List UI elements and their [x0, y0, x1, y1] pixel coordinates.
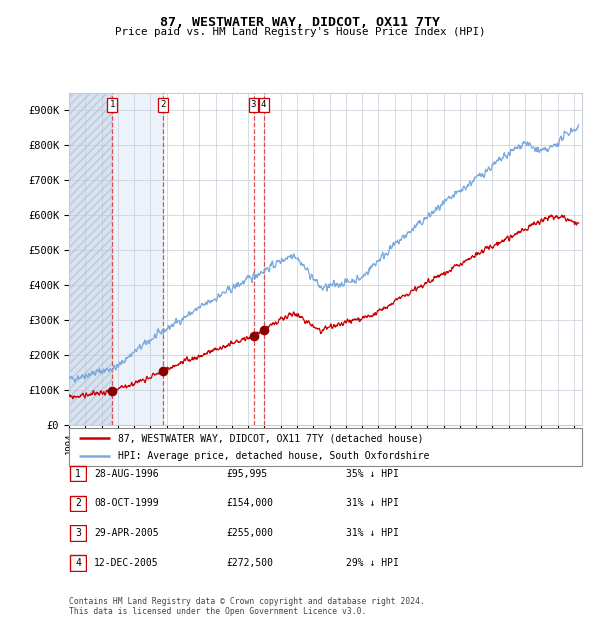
FancyBboxPatch shape [70, 555, 86, 571]
Text: 4: 4 [261, 100, 266, 109]
Text: 87, WESTWATER WAY, DIDCOT, OX11 7TY (detached house): 87, WESTWATER WAY, DIDCOT, OX11 7TY (det… [118, 433, 423, 443]
Text: Contains HM Land Registry data © Crown copyright and database right 2024.: Contains HM Land Registry data © Crown c… [69, 597, 425, 606]
Text: 31% ↓ HPI: 31% ↓ HPI [346, 528, 399, 538]
Text: 1: 1 [75, 469, 81, 479]
Text: 31% ↓ HPI: 31% ↓ HPI [346, 498, 399, 508]
Text: 12-DEC-2005: 12-DEC-2005 [94, 558, 159, 568]
Text: 1: 1 [109, 100, 115, 109]
Bar [69, 93, 112, 425]
Text: 29% ↓ HPI: 29% ↓ HPI [346, 558, 399, 568]
FancyBboxPatch shape [70, 525, 86, 541]
Text: HPI: Average price, detached house, South Oxfordshire: HPI: Average price, detached house, Sout… [118, 451, 429, 461]
Text: 4: 4 [75, 558, 81, 568]
Text: 87, WESTWATER WAY, DIDCOT, OX11 7TY: 87, WESTWATER WAY, DIDCOT, OX11 7TY [160, 16, 440, 29]
Text: 2: 2 [75, 498, 81, 508]
Text: £154,000: £154,000 [226, 498, 273, 508]
Text: £95,995: £95,995 [226, 469, 268, 479]
Text: This data is licensed under the Open Government Licence v3.0.: This data is licensed under the Open Gov… [69, 607, 367, 616]
FancyBboxPatch shape [70, 495, 86, 512]
Text: 3: 3 [251, 100, 256, 109]
Text: 28-AUG-1996: 28-AUG-1996 [94, 469, 159, 479]
Bar [69, 93, 112, 425]
Text: 2: 2 [160, 100, 166, 109]
Text: £272,500: £272,500 [226, 558, 273, 568]
Text: 35% ↓ HPI: 35% ↓ HPI [346, 469, 399, 479]
Text: 3: 3 [75, 528, 81, 538]
FancyBboxPatch shape [70, 466, 86, 482]
Bar [112, 93, 163, 425]
Text: Price paid vs. HM Land Registry's House Price Index (HPI): Price paid vs. HM Land Registry's House … [115, 27, 485, 37]
Text: 08-OCT-1999: 08-OCT-1999 [94, 498, 159, 508]
Text: 29-APR-2005: 29-APR-2005 [94, 528, 159, 538]
Text: £255,000: £255,000 [226, 528, 273, 538]
FancyBboxPatch shape [69, 428, 582, 466]
